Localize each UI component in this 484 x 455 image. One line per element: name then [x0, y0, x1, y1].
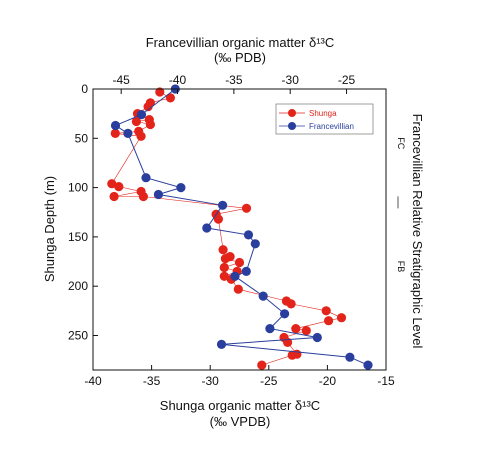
depth-tick-label-2: 100: [68, 181, 88, 195]
series-line-shunga: [111, 91, 343, 366]
data-point-shunga-38: [287, 350, 297, 360]
top-tick-label-3: -30: [282, 73, 300, 87]
data-point-shunga-31: [336, 313, 347, 323]
data-point-francevillian-12: [230, 271, 240, 281]
right-axis-title: Francevillian Relative Stratigraphic Lev…: [410, 114, 425, 349]
top-axis-unit: (‰ PDB): [214, 50, 266, 65]
legend: Shunga Francevillian: [275, 103, 374, 135]
data-point-shunga-25: [219, 271, 229, 281]
depth-tick-label-1: 50: [75, 131, 89, 145]
data-point-francevillian-16: [312, 332, 322, 343]
axes: -40 -35 -30 -25 -20 -15 -45 -40 -35 -30 -25 0 50 100 1…: [68, 73, 406, 388]
data-point-shunga-7: [145, 119, 155, 130]
data-point-shunga-15: [138, 191, 148, 202]
top-axis-title: Francevillian organic matter δ¹³C: [146, 35, 335, 50]
bottom-tick-label-1: -35: [143, 374, 161, 388]
bottom-axis-title: Shunga organic matter δ¹³C: [160, 398, 320, 413]
data-point-shunga-16: [241, 203, 252, 213]
legend-marker-francevillian: [288, 122, 296, 130]
zone-label-fc: FC: [396, 137, 406, 149]
data-point-francevillian-9: [243, 230, 254, 240]
top-tick-label-2: -35: [225, 73, 243, 87]
y-axis-title: Shunga Depth (m): [42, 176, 57, 282]
data-point-shunga-9: [110, 128, 120, 138]
data-point-francevillian-3: [123, 128, 133, 138]
data-point-francevillian-8: [202, 223, 212, 233]
data-point-francevillian-18: [345, 352, 355, 362]
legend-marker-shunga: [288, 109, 296, 117]
data-point-francevillian-19: [363, 360, 373, 370]
data-point-francevillian-13: [258, 291, 268, 301]
bottom-tick-label-3: -25: [260, 374, 278, 388]
data-point-shunga-34: [301, 326, 311, 336]
data-point-francevillian-6: [153, 189, 163, 200]
data-point-francevillian-17: [216, 339, 227, 349]
legend-label-shunga: Shunga: [309, 109, 337, 118]
data-point-shunga-3: [143, 102, 153, 112]
data-point-francevillian-14: [280, 309, 290, 319]
data-point-shunga-39: [257, 360, 267, 370]
data-point-francevillian-7: [218, 200, 228, 210]
data-point-shunga-1: [165, 93, 175, 103]
data-point-shunga-0: [155, 87, 165, 97]
data-point-francevillian-11: [241, 266, 251, 276]
bottom-tick-label-5: -15: [377, 374, 395, 388]
plot-frame: [92, 88, 387, 371]
legend-label-francevillian: Francevillian: [309, 122, 354, 131]
data-point-shunga-18: [213, 214, 223, 224]
data-point-shunga-11: [107, 179, 117, 189]
bottom-axis-unit: (‰ VPDB): [210, 414, 271, 429]
data-point-shunga-29: [286, 299, 296, 309]
data-point-francevillian-2: [110, 120, 121, 131]
bottom-tick-label-2: -30: [202, 374, 220, 388]
depth-tick-label-3: 150: [68, 230, 88, 244]
zone-label-fb: FB: [396, 261, 406, 273]
top-tick-label-0: -45: [113, 73, 131, 87]
data-point-shunga-6: [131, 116, 141, 127]
data-point-francevillian-1: [136, 110, 147, 120]
data-point-francevillian-5: [176, 183, 186, 193]
data-point-shunga-33: [291, 324, 301, 334]
data-point-francevillian-10: [250, 239, 260, 249]
depth-tick-label-5: 250: [68, 328, 88, 342]
depth-tick-label-0: 0: [81, 82, 88, 96]
data-point-francevillian-4: [141, 173, 151, 183]
plot-area: [107, 84, 373, 370]
data-point-shunga-30: [321, 306, 331, 316]
bottom-tick-label-0: -40: [84, 374, 102, 388]
series-line-francevillian: [114, 88, 369, 366]
data-point-francevillian-15: [265, 324, 275, 334]
data-point-shunga-23: [219, 262, 229, 273]
data-point-shunga-10: [136, 131, 146, 141]
data-point-shunga-27: [233, 284, 243, 294]
top-tick-label-1: -40: [169, 73, 187, 87]
data-point-shunga-22: [234, 257, 245, 268]
data-point-shunga-32: [324, 316, 334, 326]
bottom-tick-label-4: -20: [319, 374, 337, 388]
top-tick-label-4: -25: [338, 73, 356, 87]
data-point-shunga-19: [218, 245, 228, 255]
data-point-shunga-21: [220, 254, 230, 264]
data-point-shunga-12: [114, 182, 124, 192]
data-point-shunga-14: [109, 191, 119, 202]
depth-tick-label-4: 200: [68, 279, 88, 293]
